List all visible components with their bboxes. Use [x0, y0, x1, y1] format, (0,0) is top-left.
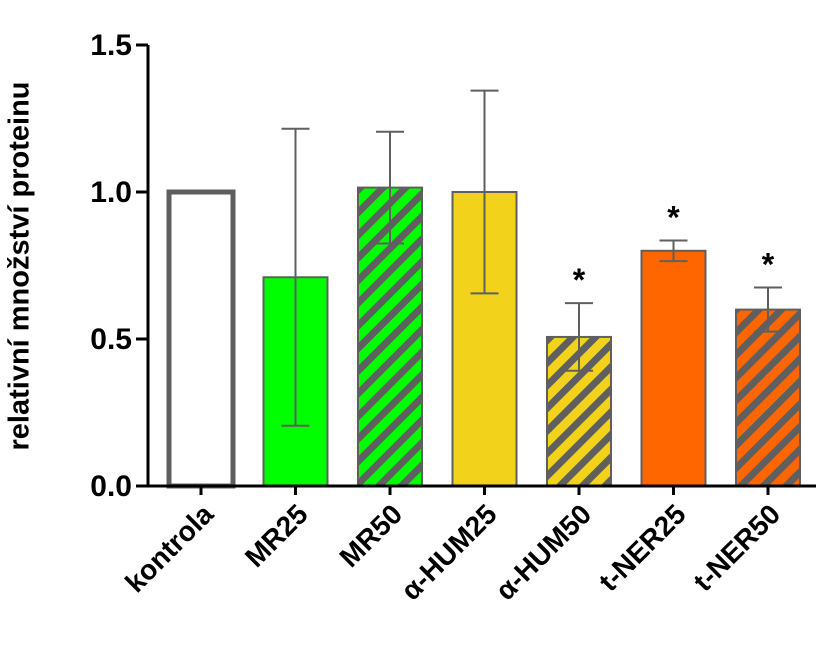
- error-bar-3: [470, 89, 499, 295]
- bar-0: [166, 189, 236, 489]
- x-tick-label-2: MR50: [333, 498, 408, 573]
- significance-marker-5: *: [667, 200, 680, 236]
- x-tick-label-6: t-NER50: [687, 498, 786, 597]
- error-bar-4: [565, 302, 593, 372]
- bar-6: [735, 308, 801, 487]
- significance-marker-6: *: [762, 247, 775, 283]
- x-tick-label-4: α-HUM50: [489, 498, 597, 606]
- bar-4: [546, 335, 612, 487]
- x-tick-label-3: α-HUM25: [395, 498, 503, 606]
- error-bar-6: [754, 286, 782, 333]
- x-tick-label-5: t-NER25: [593, 498, 692, 597]
- y-tick-label-2: 1.0: [90, 176, 132, 209]
- error-bar-5: [659, 239, 688, 263]
- y-tick-label-0: 0.0: [90, 470, 132, 503]
- error-bar-2: [376, 130, 404, 245]
- x-tick-label-0: kontrola: [119, 498, 219, 598]
- bar-5: [640, 249, 707, 487]
- y-tick-label-3: 1.5: [90, 29, 132, 62]
- significance-marker-4: *: [573, 262, 586, 298]
- x-tick-label-1: MR25: [239, 498, 314, 573]
- y-tick-label-1: 0.5: [90, 323, 132, 356]
- error-bar-1: [281, 127, 310, 427]
